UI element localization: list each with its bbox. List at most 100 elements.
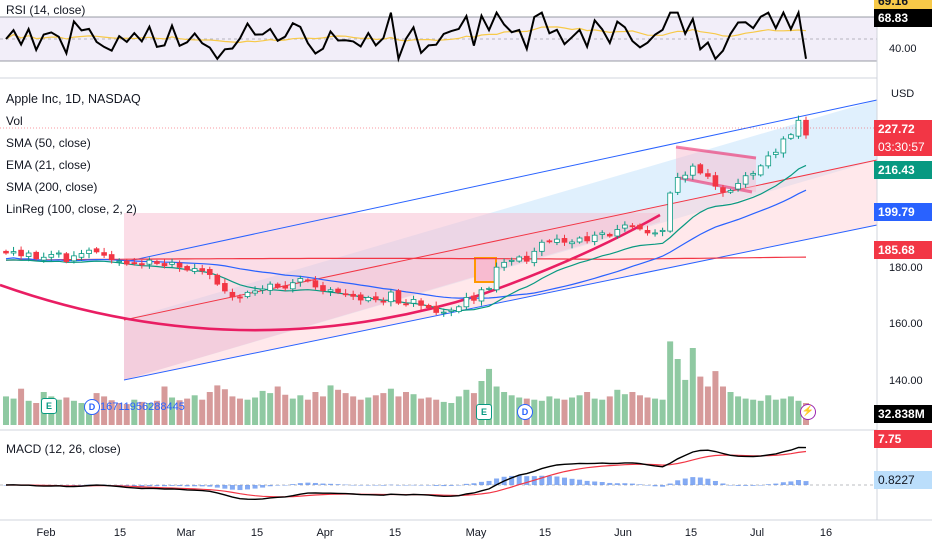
candle-body[interactable] (742, 175, 749, 185)
volume-bar[interactable] (787, 396, 794, 425)
volume-bar[interactable] (289, 398, 296, 425)
volume-bar[interactable] (335, 389, 342, 425)
volume-bar[interactable] (319, 396, 326, 425)
candle-body[interactable] (86, 249, 92, 254)
earnings-badge-2[interactable]: E (476, 404, 492, 420)
candle-body[interactable] (682, 174, 689, 180)
volume-bar[interactable] (169, 397, 176, 426)
candle-body[interactable] (169, 261, 175, 265)
candle-body[interactable] (335, 288, 341, 293)
volume-bar[interactable] (259, 390, 266, 425)
volume-bar[interactable] (780, 398, 787, 425)
dividend-badge-1[interactable]: D (84, 399, 100, 415)
candle-body[interactable] (184, 266, 190, 271)
candle-body[interactable] (403, 303, 409, 306)
volume-bar[interactable] (735, 396, 742, 425)
candle-body[interactable] (176, 262, 183, 268)
volume-bar[interactable] (674, 359, 681, 425)
candle-body[interactable] (629, 225, 636, 228)
candle-body[interactable] (614, 229, 621, 237)
volume-bar[interactable] (795, 400, 802, 425)
candle-body[interactable] (395, 290, 402, 304)
volume-bar[interactable] (644, 397, 651, 426)
volume-bar[interactable] (652, 398, 659, 425)
volume-bar[interactable] (214, 385, 221, 425)
volume-bar[interactable] (470, 393, 477, 425)
candle-body[interactable] (56, 252, 62, 255)
volume-bar[interactable] (418, 398, 425, 425)
candle-body[interactable] (297, 278, 304, 283)
candle-body[interactable] (305, 279, 311, 282)
candle-body[interactable] (569, 241, 575, 245)
candle-body[interactable] (139, 263, 145, 266)
volume-bar[interactable] (101, 396, 108, 425)
candle-body[interactable] (516, 256, 523, 262)
volume-bar[interactable] (538, 400, 545, 425)
linreg-label[interactable]: LinReg (100, close, 2, 2) (6, 202, 137, 216)
candle-body[interactable] (10, 251, 17, 254)
volume-bar[interactable] (697, 376, 704, 425)
volume-bar[interactable] (184, 398, 191, 425)
candle-body[interactable] (93, 248, 100, 253)
candle-body[interactable] (637, 224, 643, 230)
candle-body[interactable] (365, 297, 372, 302)
candle-body[interactable] (448, 309, 455, 312)
macd-title[interactable]: MACD (12, 26, close) (6, 442, 121, 456)
candle-body[interactable] (606, 233, 613, 237)
volume-bar[interactable] (501, 392, 508, 425)
candle-body[interactable] (267, 283, 273, 291)
rsi-title[interactable]: RSI (14, close) (6, 3, 86, 17)
volume-bar[interactable] (576, 395, 583, 425)
earnings-badge-1[interactable]: E (41, 398, 57, 414)
candle-body[interactable] (388, 291, 394, 303)
volume-bar[interactable] (667, 341, 674, 425)
candle-body[interactable] (63, 253, 70, 262)
candle-body[interactable] (410, 299, 417, 304)
volume-bar[interactable] (531, 399, 538, 425)
candle-body[interactable] (591, 234, 598, 242)
volume-bar[interactable] (757, 400, 764, 425)
volume-bar[interactable] (116, 403, 123, 425)
volume-bar[interactable] (772, 399, 779, 425)
volume-bar[interactable] (176, 400, 183, 425)
volume-bar[interactable] (599, 399, 606, 425)
volume-bar[interactable] (297, 395, 304, 425)
volume-bar[interactable] (108, 400, 115, 425)
candle-body[interactable] (554, 238, 560, 243)
candle-body[interactable] (471, 295, 477, 301)
volume-bar[interactable] (727, 392, 734, 425)
candle-body[interactable] (229, 291, 236, 298)
candle-body[interactable] (199, 268, 206, 272)
volume-bar[interactable] (425, 397, 432, 426)
candle-body[interactable] (154, 261, 160, 264)
volume-bar[interactable] (440, 401, 447, 425)
candle-body[interactable] (206, 269, 213, 275)
candle-body[interactable] (712, 175, 719, 187)
volume-bar[interactable] (704, 386, 711, 426)
candle-body[interactable] (750, 173, 756, 176)
volume-bar[interactable] (712, 371, 719, 425)
vol-label[interactable]: Vol (6, 114, 23, 128)
volume-bar[interactable] (403, 392, 409, 425)
candle-body[interactable] (765, 155, 772, 167)
volume-bar[interactable] (508, 395, 515, 425)
candle-body[interactable] (546, 240, 553, 243)
volume-bar[interactable] (365, 397, 372, 426)
volume-bar[interactable] (433, 399, 440, 425)
volume-bar[interactable] (199, 399, 206, 425)
candle-body[interactable] (146, 259, 153, 265)
candle-body[interactable] (674, 177, 681, 193)
volume-bar[interactable] (18, 388, 25, 425)
volume-bar[interactable] (63, 397, 70, 426)
main-title[interactable]: Apple Inc, 1D, NASDAQ (6, 92, 141, 106)
volume-bar[interactable] (138, 401, 145, 425)
candle-body[interactable] (380, 300, 387, 303)
volume-bar[interactable] (486, 368, 493, 425)
candle-body[interactable] (101, 252, 107, 256)
dividend-badge-2[interactable]: D (517, 404, 533, 420)
volume-bar[interactable] (659, 399, 666, 425)
candle-body[interactable] (116, 260, 123, 263)
volume-bar[interactable] (342, 393, 349, 425)
candle-body[interactable] (18, 249, 24, 257)
candle-body[interactable] (456, 306, 462, 313)
